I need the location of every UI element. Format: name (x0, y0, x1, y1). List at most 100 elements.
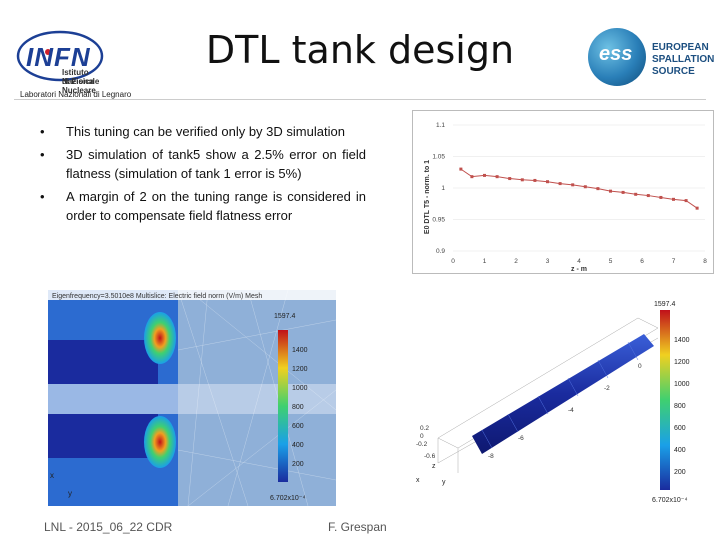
plot-xtick: 7 (672, 258, 676, 265)
axis-tick-right: 0.2 (420, 425, 429, 432)
data-point (672, 197, 675, 201)
plot-ytick: 0.95 (432, 217, 445, 224)
axis-x-label-right: x (416, 477, 420, 484)
colorbar-right (660, 310, 670, 490)
plot-xtick: 4 (577, 258, 581, 265)
header-divider (14, 99, 706, 100)
colorbar-tick-right: 800 (674, 403, 686, 410)
plot-canvas: E0 DTL T5 - norm. to 1 z - m 1.1 1.05 1 0.9… (424, 122, 707, 273)
axis-tick-right: -0.2 (416, 441, 428, 448)
sim-right-canvas: 0.20-0.2-0.6 -8-6-4-20 1597.4 6.702x10⁻⁴ … (416, 301, 690, 504)
infn-logo: INFN Istituto Nazionale di Fisica Nuclea… (14, 28, 124, 98)
colorbar-tick-right: 600 (674, 425, 686, 432)
colorbar-tick-left: 1400 (292, 347, 308, 354)
data-point (558, 182, 562, 186)
ess-wordmark: EUROPEAN SPALLATION SOURCE (652, 42, 714, 78)
field-hotspot-upper (144, 312, 176, 364)
dtl-tank-3d (472, 334, 654, 454)
colorbar-min-right: 6.702x10⁻⁴ (652, 497, 688, 504)
data-point (546, 180, 549, 184)
colorbar-tick-right: 400 (674, 447, 686, 454)
infn-wordmark: INFN (26, 42, 91, 72)
footer-event: LNL - 2015_06_22 CDR (44, 520, 173, 534)
ess-word-3: SOURCE (652, 66, 695, 77)
colorbar-tick-left: 800 (292, 404, 304, 411)
simulation-3d-image: 0.2 0 -0.2 -0.6 -8 -6 -4 -2 0 1597.4 6.702x10⁻⁴ … (408, 298, 718, 506)
axis-y-label-left: y (68, 489, 72, 498)
axis-tick-right: -0.6 (424, 453, 436, 460)
data-point (483, 173, 486, 177)
plot-ytick: 1.05 (432, 154, 445, 161)
colorbar-tick-left: 400 (292, 442, 304, 449)
data-point (634, 192, 638, 196)
mesh-lines (177, 289, 337, 507)
slide-title: DTL tank design (205, 28, 515, 72)
plot-xtick: 2 (514, 258, 518, 265)
bullet-item: A margin of 2 on the tuning range is con… (40, 187, 366, 225)
data-point (646, 194, 650, 198)
data-point (695, 206, 699, 210)
ess-globe-icon (588, 28, 646, 86)
data-point (470, 175, 474, 179)
data-point (508, 177, 512, 181)
data-point (571, 183, 575, 187)
axis-tick-right: -4 (568, 407, 574, 414)
plot-xtick: 0 (451, 258, 455, 265)
drift-tube-lower (48, 414, 158, 458)
colorbar-tick-right: 1200 (674, 359, 690, 366)
plot-ytick: 1 (441, 185, 445, 192)
axis-tick-right: -8 (488, 453, 494, 460)
plot-ytick: 0.9 (436, 248, 445, 255)
bullet-list: This tuning can be verified only by 3D s… (40, 122, 366, 229)
colorbar-tick-left: 1000 (292, 385, 308, 392)
plot-xtick: 1 (483, 258, 487, 265)
plot-xtick: 6 (640, 258, 644, 265)
plot-xtick: 5 (609, 258, 613, 265)
data-point (495, 175, 499, 179)
colorbar-tick-left: 600 (292, 423, 304, 430)
drift-tube-upper (48, 340, 158, 384)
colorbar-max-left: 1597.4 (274, 313, 296, 320)
infn-subtitle-1: Istituto Nazionale (62, 68, 100, 86)
data-point (596, 187, 600, 191)
colorbar-max-right: 1597.4 (654, 301, 676, 308)
footer-author: F. Grespan (328, 520, 387, 534)
axis-x-label-left: x (50, 471, 54, 480)
sim-left-canvas: Eigenfrequency=3.5010e8 Multislice: Elec… (48, 289, 337, 507)
data-point (609, 189, 612, 193)
tank-mesh (481, 341, 639, 449)
data-point (533, 178, 537, 182)
axis-tick-right: 0 (420, 433, 424, 440)
bullet-item: This tuning can be verified only by 3D s… (40, 122, 366, 141)
data-point (684, 199, 688, 203)
colorbar-tick-right: 200 (674, 469, 686, 476)
ess-word-2: SPALLATION (652, 54, 715, 65)
axis-tick-right: 0 (638, 363, 642, 370)
axis-y-label-right: y (442, 479, 446, 486)
infn-ring-icon (16, 30, 104, 82)
colorbar-left (278, 330, 288, 482)
plot-xlabel: z - m (571, 266, 587, 273)
axis-tick-right: -6 (518, 435, 524, 442)
series-line (460, 168, 698, 209)
simulation-2d-image: Eigenfrequency=3.5010e8 Multislice: Elec… (48, 289, 337, 507)
data-point (583, 185, 587, 189)
field-hotspot-lower (144, 416, 176, 468)
colorbar-tick-right: 1000 (674, 381, 690, 388)
axis-tick-right: -2 (604, 385, 610, 392)
ess-logo: ess EUROPEAN SPALLATION SOURCE (588, 28, 718, 88)
data-point (459, 167, 463, 171)
ess-mark: ess (599, 43, 633, 65)
field-flatness-plot: E0 DTL T5 - norm. to 1 z - m 1.1 1.05 1 0.9… (412, 110, 714, 274)
bullet-item: 3D simulation of tank5 show a 2.5% error… (40, 145, 366, 183)
plot-ytick: 1.1 (436, 122, 445, 129)
data-point (520, 178, 524, 182)
colorbar-tick-right: 1400 (674, 337, 690, 344)
data-point (621, 190, 625, 194)
axis-z-label-right: z (432, 463, 436, 470)
lab-name: Laboratori Nazionali di Legnaro (20, 90, 132, 99)
plot-ylabel: E0 DTL T5 - norm. to 1 (424, 160, 431, 234)
plot-xtick: 8 (703, 258, 707, 265)
colorbar-tick-left: 1200 (292, 366, 308, 373)
sim-left-header: Eigenfrequency=3.5010e8 Multislice: Elec… (52, 293, 262, 300)
